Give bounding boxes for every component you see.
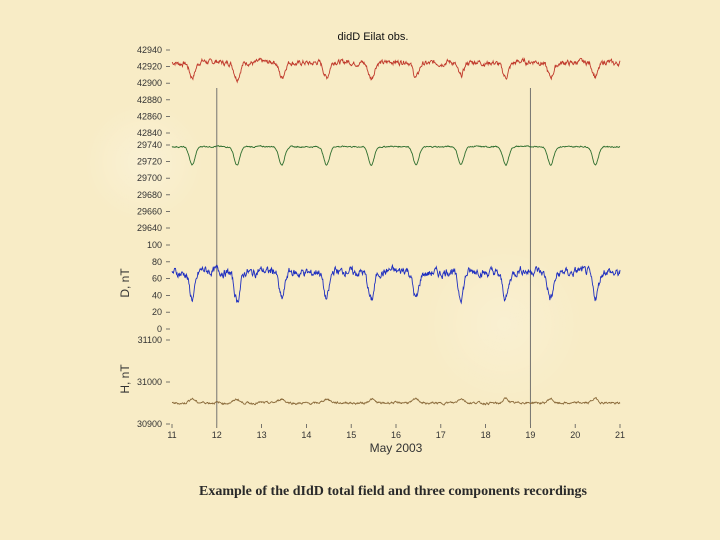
y-axes: 42940 42920 42900 42880 42860 42840 29740 29720… xyxy=(118,45,170,429)
y-tick-label: 0 xyxy=(157,324,162,334)
y-tick-label: 42920 xyxy=(137,62,162,72)
y-tick-label: 42880 xyxy=(137,95,162,105)
series-line xyxy=(171,57,621,84)
y-tick-label: 40 xyxy=(152,290,162,300)
x-axis-label: May 2003 xyxy=(370,441,423,455)
x-tick-label: 16 xyxy=(391,430,401,440)
y-tick-label: 42900 xyxy=(137,78,162,88)
series-line xyxy=(171,263,621,305)
y-tick-label: 29700 xyxy=(137,173,162,183)
x-tick-label: 12 xyxy=(212,430,222,440)
y-tick-label: 29740 xyxy=(137,140,162,150)
y-tick-label: 100 xyxy=(147,240,162,250)
y-tick-label: 42940 xyxy=(137,45,162,55)
figure-caption: Example of the dIdD total field and thre… xyxy=(199,484,587,499)
y-tick-label: 29680 xyxy=(137,190,162,200)
y-tick-label: 29640 xyxy=(137,223,162,233)
y-tick-label: 31100 xyxy=(138,335,162,345)
y-tick-label: 31000 xyxy=(137,377,162,387)
series-line xyxy=(171,396,621,406)
y-tick-label: 20 xyxy=(152,307,162,317)
y-axis-label: H, nT xyxy=(118,364,132,394)
y-tick-label: 29720 xyxy=(137,157,162,167)
series-lines xyxy=(171,57,621,406)
x-tick-label: 11 xyxy=(167,430,176,440)
x-tick-label: 21 xyxy=(615,430,625,440)
y-tick-label: 30900 xyxy=(137,419,162,429)
x-tick-label: 14 xyxy=(301,430,311,440)
y-tick-label: 42840 xyxy=(137,128,162,138)
chart-title: didD Eilat obs. xyxy=(338,31,409,43)
x-tick-label: 17 xyxy=(436,430,446,440)
x-tick-label: 15 xyxy=(346,430,356,440)
x-tick-label: 18 xyxy=(481,430,491,440)
x-tick-label: 19 xyxy=(525,430,535,440)
magnetometer-chart: didD Eilat obs. 42940 42920 42900 42880 4286… xyxy=(118,31,625,455)
y-tick-label: 80 xyxy=(152,257,162,267)
y-axis-label: D, nT xyxy=(118,268,132,298)
x-tick-label: 20 xyxy=(570,430,580,440)
x-tick-label: 13 xyxy=(257,430,267,440)
y-tick-label: 29660 xyxy=(137,206,162,216)
day-markers xyxy=(216,88,531,424)
y-tick-label: 42860 xyxy=(137,111,162,121)
y-tick-label: 60 xyxy=(152,274,162,284)
x-axis: 11 12 13 14 15 16 17 18 19 20 21 xyxy=(167,424,625,440)
series-line xyxy=(171,145,621,167)
